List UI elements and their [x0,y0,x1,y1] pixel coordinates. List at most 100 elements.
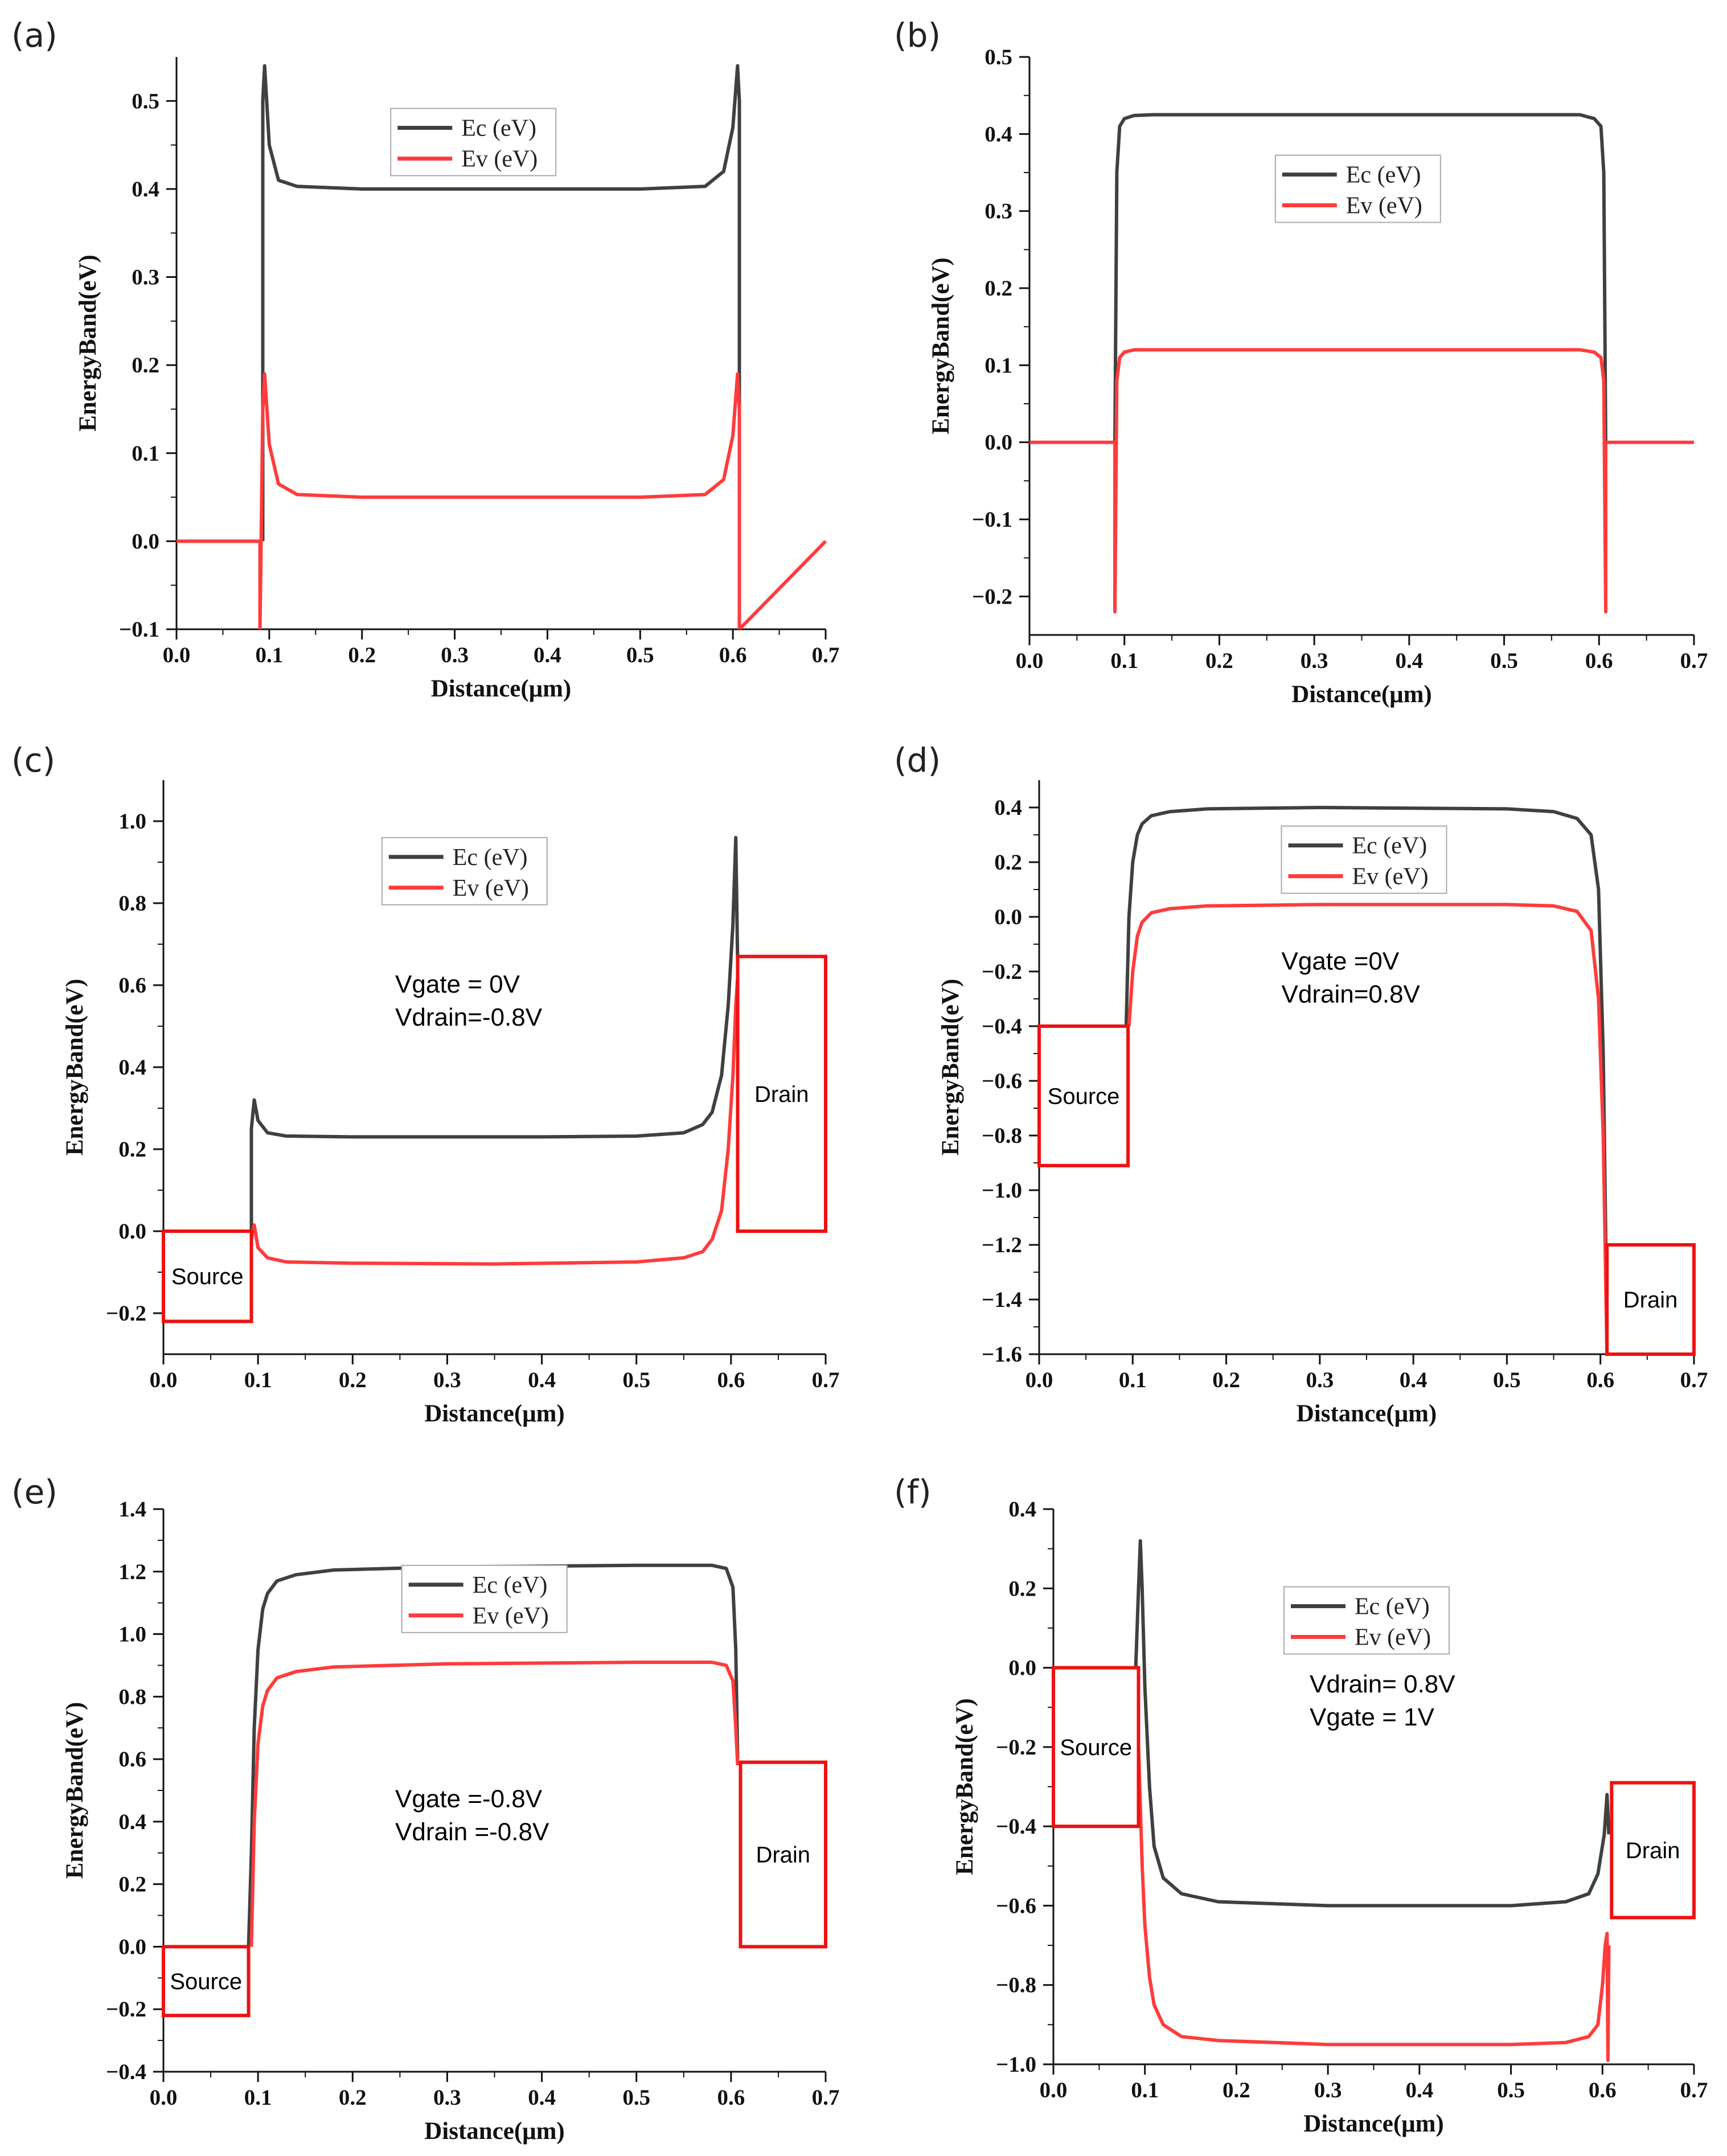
x-tick-label: 0.4 [1400,1368,1427,1392]
drain-region-box [1605,1243,1696,1356]
y-axis-title: EnergyBand(eV) [937,979,964,1156]
y-tick-label: −0.6 [982,1069,1022,1093]
legend-ec-label: Ec (eV) [453,845,528,871]
legend-frame [1274,154,1441,223]
x-tick-label: 0.5 [622,2085,650,2110]
ev-series-line [1137,1747,1611,2062]
drain-region-box [1610,1781,1696,1920]
source-region-box [162,1229,253,1323]
x-tick-label: 0.5 [1490,649,1518,673]
x-tick-label: 0.0 [150,1368,178,1392]
x-tick-label: 0.0 [150,2085,178,2110]
x-tick-label: 0.0 [1025,1368,1053,1392]
legend-ev-label: Ev (eV) [461,146,538,172]
x-tick-label: 0.6 [719,643,747,667]
x-tick-label: 0.0 [163,643,191,667]
y-tick-label: −0.8 [996,1973,1036,1998]
y-tick-label: 1.0 [118,809,146,834]
y-tick-label: 0.0 [1008,1656,1036,1680]
ev-series-line [1029,348,1694,614]
legend: Ec (eV) Ev (eV) [1274,154,1441,223]
x-tick-label: 0.0 [1040,2078,1068,2102]
y-tick-label: −1.6 [982,1342,1022,1367]
y-tick-label: 0.6 [118,973,146,998]
y-tick-label: 1.0 [118,1622,146,1647]
y-tick-label: 0.0 [984,431,1012,455]
legend-ev-label: Ev (eV) [473,1603,549,1629]
source-region-label: Source [170,1969,242,1994]
bias-annotation: Vdrain=-0.8V [395,1003,543,1031]
x-tick-label: 0.6 [1585,649,1613,673]
y-tick-label: −0.1 [119,617,159,642]
ec-series-line [1113,113,1607,442]
legend: Ec (eV) Ev (eV) [1281,825,1447,894]
legend-ec-label: Ec (eV) [1355,1594,1430,1620]
y-tick-label: 0.8 [118,1684,146,1709]
x-tick-label: 0.0 [1016,649,1044,673]
bias-annotation: Vgate = 1V [1310,1703,1435,1731]
x-tick-label: 0.3 [1301,649,1328,673]
x-tick-label: 0.4 [528,2085,556,2110]
ec-series-line [1124,806,1609,1327]
y-tick-label: −0.1 [972,507,1012,532]
y-tick-label: 0.2 [1008,1576,1036,1601]
ec-series-line [249,835,740,1231]
x-tick-label: 0.6 [1586,1368,1614,1392]
y-tick-label: 0.0 [118,1934,146,1959]
x-axis-title: Distance(μm) [424,1400,564,1427]
panel-a: (a)0.0 0.1 0.2 0.3 0.4 0.5 0.6 0.7−0.10.00.10.2… [11,16,839,702]
legend-ec-label: Ec (eV) [473,1572,548,1598]
x-tick-label: 0.4 [528,1368,556,1392]
drain-region-label: Drain [1623,1288,1678,1313]
x-axis-title: Distance(μm) [1297,1400,1437,1427]
panel-b: (b) 0.0 0.1 0.2 0.3 0.4 0.5 0.6 0.7 −0.2 −0.1 0.0 0.… [894,16,1708,708]
y-tick-label: 0.2 [118,1137,146,1162]
y-tick-label: 0.4 [984,122,1012,146]
y-tick-label: −0.4 [106,2060,146,2084]
x-axis-title: Distance(μm) [431,675,571,702]
legend-frame [1281,825,1447,894]
y-tick-label: 0.2 [118,1872,146,1897]
x-tick-label: 0.2 [1205,649,1233,673]
panel-letter: (c) [11,741,55,780]
x-tick-label: 0.1 [1119,1368,1147,1392]
ev-series-line [249,977,740,1266]
y-tick-label: 0.0 [118,1219,146,1244]
source-region-label: Source [1060,1735,1132,1760]
ev-series-line [177,372,827,629]
y-tick-label: 0.4 [994,796,1022,820]
y-axis-title: EnergyBand(eV) [61,979,88,1156]
ec-series-line [247,1563,740,1947]
x-tick-label: 0.4 [1395,649,1423,673]
y-tick-label: −0.2 [996,1735,1036,1760]
y-tick-label: 0.2 [994,850,1022,875]
ec-series-line [1134,1539,1611,1908]
x-tick-label: 0.2 [1212,1368,1240,1392]
legend-frame [401,1564,568,1633]
bias-annotation: Vgate = 0V [395,970,520,998]
y-tick-label: 0.5 [984,45,1012,69]
y-tick-label: −0.8 [982,1124,1022,1148]
bias-annotation: Vdrain= 0.8V [1310,1670,1455,1698]
y-tick-label: −0.2 [106,1301,146,1326]
legend-ev-label: Ev (eV) [1355,1625,1431,1651]
y-tick-label: 0.0 [994,905,1022,929]
y-tick-label: −0.2 [982,960,1022,984]
y-tick-label: 1.2 [118,1560,146,1584]
bias-annotation: Vgate =0V [1282,948,1400,975]
panel-letter: (b) [894,16,941,55]
y-axis-title: EnergyBand(eV) [928,257,954,435]
x-tick-label: 0.3 [433,2085,461,2110]
ev-series-line [1127,903,1609,1354]
panel-d: (d) 0.0 0.1 0.2 0.3 0.4 0.5 0.6 0.7 −1.6 −1.4 −1.2 −… [894,741,1708,1427]
panel-letter: (d) [894,741,941,780]
panel-e: (e) 0.0 0.1 0.2 0.3 0.4 0.5 0.6 0.7 −0.4 −0.2 0.0 0.… [11,1473,839,2145]
legend-frame [381,837,548,905]
panel-letter: (f) [894,1473,932,1511]
legend-ec-label: Ec (eV) [1352,833,1427,859]
x-tick-label: 0.6 [717,2085,745,2110]
x-tick-label: 0.5 [1497,2078,1525,2102]
y-tick-label: −1.0 [982,1178,1022,1203]
source-region-box [1037,1024,1130,1167]
